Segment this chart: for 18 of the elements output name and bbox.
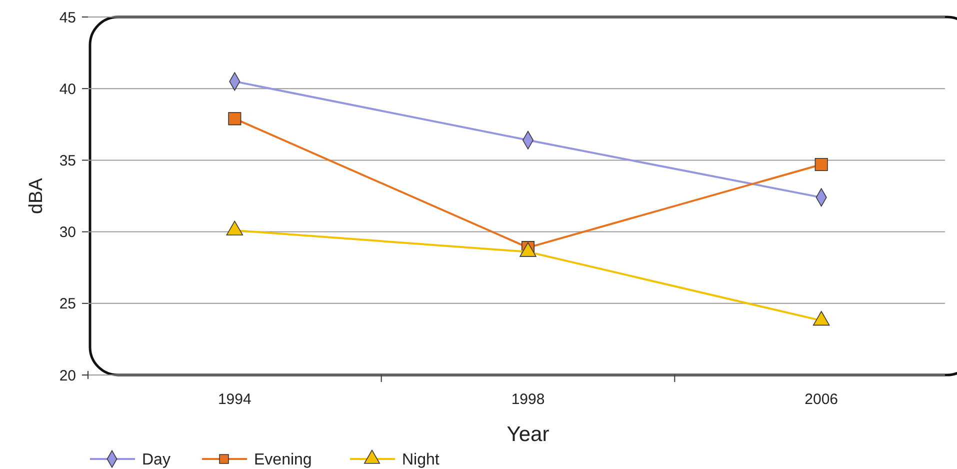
- y-tick-label: 45: [59, 9, 76, 26]
- x-tick-label: 2006: [804, 391, 838, 408]
- legend-label: Evening: [254, 452, 312, 469]
- y-axis-title: dBA: [26, 178, 47, 214]
- y-tick-label: 20: [59, 367, 76, 384]
- x-tick-label: 1994: [218, 391, 252, 408]
- legend-label: Day: [142, 452, 170, 469]
- legend-label: Night: [402, 452, 440, 469]
- x-axis-title: Year: [506, 423, 550, 446]
- y-tick-label: 25: [59, 296, 76, 313]
- point: [812, 310, 830, 326]
- point: [226, 220, 244, 236]
- y-tick-label: 40: [59, 80, 76, 98]
- y-tick-label: 30: [59, 224, 76, 242]
- point: [814, 158, 828, 172]
- y-tick-label: 35: [59, 152, 76, 170]
- x-tick-label: 1998: [511, 391, 545, 408]
- point: [228, 112, 242, 126]
